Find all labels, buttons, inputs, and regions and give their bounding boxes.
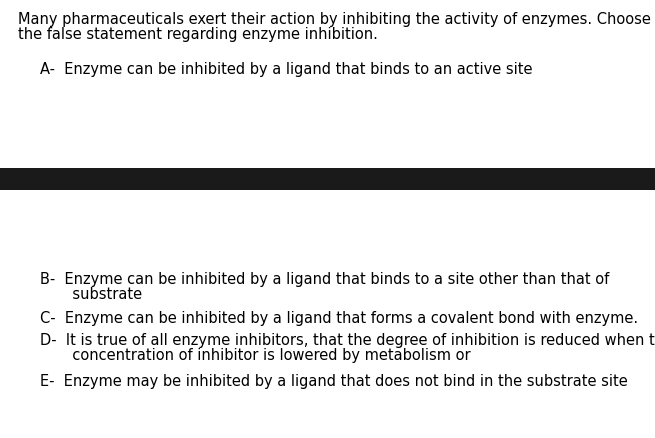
Text: A-  Enzyme can be inhibited by a ligand that binds to an active site: A- Enzyme can be inhibited by a ligand t…: [40, 62, 533, 77]
Text: C-  Enzyme can be inhibited by a ligand that forms a covalent bond with enzyme.: C- Enzyme can be inhibited by a ligand t…: [40, 311, 638, 326]
Bar: [0, 168, 655, 190]
Text: substrate: substrate: [40, 287, 142, 302]
Text: concentration of inhibitor is lowered by metabolism or: concentration of inhibitor is lowered by…: [40, 348, 471, 363]
Text: Many pharmaceuticals exert their action by inhibiting the activity of enzymes. C: Many pharmaceuticals exert their action …: [18, 12, 651, 27]
Text: B-  Enzyme can be inhibited by a ligand that binds to a site other than that of: B- Enzyme can be inhibited by a ligand t…: [40, 272, 609, 287]
Text: D-  It is true of all enzyme inhibitors, that the degree of inhibition is reduce: D- It is true of all enzyme inhibitors, …: [40, 333, 655, 348]
Text: the false statement regarding enzyme inhibition.: the false statement regarding enzyme inh…: [18, 27, 378, 42]
Text: E-  Enzyme may be inhibited by a ligand that does not bind in the substrate site: E- Enzyme may be inhibited by a ligand t…: [40, 374, 627, 389]
